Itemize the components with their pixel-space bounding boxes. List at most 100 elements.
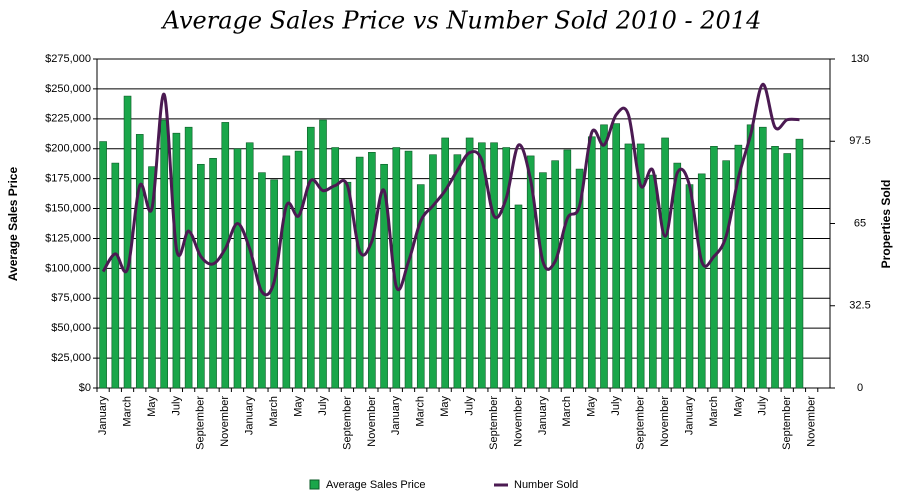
- bar: [429, 154, 437, 389]
- y2-tick-label: 65: [854, 217, 866, 229]
- bar: [441, 137, 449, 389]
- line: [101, 82, 800, 297]
- bar: [453, 154, 462, 389]
- y-tick-label: $200,000: [45, 143, 91, 155]
- x-tick-label: July: [610, 396, 622, 416]
- y2-axis-label: Properties Sold: [879, 180, 893, 269]
- x-tick-label: March: [415, 396, 427, 427]
- legend-label: Average Sales Price: [326, 479, 425, 491]
- x-tick-label: July: [757, 396, 769, 416]
- x-tick-label: September: [195, 396, 207, 450]
- x-tick-label: July: [317, 396, 329, 416]
- x-tick-label: September: [781, 396, 793, 450]
- bar: [233, 148, 242, 389]
- x-tick-label: July: [464, 396, 476, 416]
- y-axis-label: Average Sales Price: [6, 167, 20, 282]
- bar: [539, 172, 547, 389]
- bar: [416, 184, 425, 389]
- y2-tick-label: 0: [857, 382, 863, 394]
- legend-swatch: [309, 479, 320, 490]
- y-tick-label: $125,000: [45, 232, 91, 244]
- bar: [759, 126, 767, 389]
- x-tick-label: May: [292, 396, 304, 417]
- bar: [575, 168, 584, 389]
- plot-area: [96, 58, 831, 389]
- bar: [282, 155, 291, 389]
- x-tick-label: July: [170, 396, 182, 416]
- y-tick-label: $0: [79, 382, 91, 394]
- y-tick-label: $250,000: [45, 83, 91, 95]
- y-tick-label: $25,000: [51, 352, 91, 364]
- x-tick-label: September: [341, 396, 353, 450]
- bar: [783, 153, 792, 389]
- bar: [624, 143, 633, 389]
- bar: [514, 204, 523, 389]
- x-tick-label: March: [561, 396, 573, 427]
- x-tick-label: May: [732, 396, 744, 417]
- bar: [245, 142, 254, 389]
- bar: [551, 160, 559, 389]
- bar: [306, 126, 315, 389]
- bar: [795, 138, 804, 389]
- bar: [563, 149, 572, 389]
- bar: [661, 137, 669, 389]
- y-tick-label: $225,000: [45, 113, 91, 125]
- bar: [319, 119, 327, 389]
- x-tick-label: May: [439, 396, 451, 417]
- bar: [258, 172, 266, 389]
- bar: [148, 166, 156, 389]
- bar: [746, 124, 755, 389]
- bar: [331, 147, 340, 389]
- x-tick-label: March: [708, 396, 720, 427]
- y-tick-label: $150,000: [45, 202, 91, 214]
- legend-label: Number Sold: [514, 479, 578, 491]
- bar: [710, 146, 718, 389]
- bar: [294, 150, 303, 389]
- x-tick-label: March: [268, 396, 280, 427]
- bar: [697, 173, 706, 389]
- bar: [673, 162, 682, 389]
- bar: [380, 163, 388, 389]
- x-tick-label: September: [488, 396, 500, 450]
- bar: [172, 132, 181, 389]
- bar: [209, 157, 217, 389]
- bar: [771, 146, 779, 389]
- x-tick-label: January: [683, 396, 695, 436]
- x-tick-label: November: [512, 396, 524, 447]
- chart-title: Average Sales Price vs Number Sold 2010 …: [161, 7, 762, 35]
- bar: [734, 144, 743, 389]
- x-tick-label: November: [366, 396, 378, 447]
- x-tick-label: March: [121, 396, 133, 427]
- x-tick-label: September: [635, 396, 647, 450]
- bar: [685, 184, 694, 389]
- x-tick-label: January: [97, 396, 109, 436]
- bar: [587, 136, 596, 389]
- bar: [478, 142, 486, 389]
- bar: [197, 163, 205, 389]
- bar: [649, 174, 657, 389]
- y2-tick-label: 130: [851, 53, 869, 65]
- bar: [502, 147, 511, 389]
- x-tick-label: May: [146, 396, 158, 417]
- bar: [111, 162, 120, 389]
- y-tick-label: $175,000: [45, 173, 91, 185]
- bar: [636, 143, 645, 389]
- bar: [184, 126, 193, 389]
- y-tick-label: $275,000: [45, 53, 91, 65]
- y2-tick-label: 32.5: [849, 300, 870, 312]
- bar: [600, 124, 608, 389]
- x-tick-label: November: [659, 396, 671, 447]
- x-tick-label: May: [586, 396, 598, 417]
- bar: [612, 123, 621, 389]
- y2-tick-label: 97.5: [849, 135, 870, 147]
- bar: [722, 160, 730, 389]
- x-tick-label: January: [537, 396, 549, 436]
- bar: [490, 142, 498, 389]
- x-tick-label: November: [219, 396, 231, 447]
- y-tick-label: $50,000: [51, 322, 91, 334]
- bar: [123, 95, 132, 389]
- x-tick-label: November: [806, 396, 818, 447]
- bar: [526, 155, 535, 389]
- x-tick-label: January: [244, 396, 256, 436]
